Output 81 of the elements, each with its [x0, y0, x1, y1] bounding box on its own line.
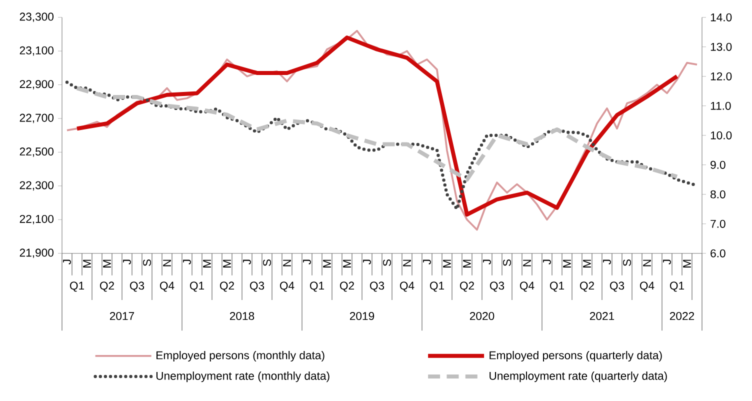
- x-tick-label: J: [603, 260, 611, 264]
- x-tick-label: J: [243, 260, 251, 264]
- y2-tick-label: 7.0: [710, 220, 726, 228]
- text: 2022: [670, 312, 694, 320]
- y-tick-label: 23,300: [20, 12, 54, 22]
- text: Q4: [400, 282, 414, 292]
- x-tick-label: M: [463, 260, 471, 268]
- legend-label: Unemployment rate (monthly data): [156, 372, 330, 382]
- y2-tick-label: 6.0: [710, 249, 726, 258]
- x-tick-label: J: [423, 260, 431, 264]
- x-tick-label: J: [63, 260, 71, 264]
- text: Q2: [580, 282, 594, 292]
- y2-tick-label: 8.0: [710, 190, 726, 198]
- text: Q4: [640, 282, 654, 292]
- text: Q1: [670, 282, 684, 292]
- text: Q1: [190, 282, 204, 292]
- x-tick-label: M: [443, 260, 451, 268]
- text: 2020: [470, 312, 494, 320]
- y2-tick-label: 11.0: [710, 102, 731, 110]
- x-tick-label: J: [663, 260, 671, 264]
- y2-tick-label: 10.0: [710, 131, 732, 140]
- legend-label: Employed persons (quarterly data): [490, 350, 662, 362]
- y2-tick-label: 9.0: [710, 160, 726, 169]
- x-tick-label: M: [203, 260, 211, 268]
- text: 2018: [230, 312, 254, 320]
- text: 2021: [590, 312, 614, 320]
- y2-tick-label: 13.0: [710, 42, 732, 51]
- text: Q4: [160, 282, 174, 292]
- y-tick-label: 23,100: [20, 46, 54, 56]
- text: Q3: [370, 282, 384, 292]
- text: Q1: [310, 282, 324, 292]
- y-tick-label: 21,900: [20, 248, 54, 258]
- text: Q3: [250, 282, 264, 292]
- x-tick-label: J: [363, 260, 371, 264]
- x-tick-label: S: [263, 259, 272, 266]
- x-tick-label: N: [643, 260, 651, 266]
- text: Q4: [280, 282, 294, 292]
- x-tick-label: M: [83, 260, 91, 268]
- y-tick-label: 22,700: [20, 114, 54, 124]
- x-tick-label: J: [123, 260, 131, 264]
- text: Q2: [340, 282, 354, 292]
- text: Q3: [610, 282, 624, 292]
- x-tick-label: J: [303, 260, 311, 264]
- text: Q2: [100, 282, 114, 292]
- text: Q2: [220, 282, 234, 292]
- text: Q4: [520, 282, 534, 292]
- x-tick-label: M: [563, 260, 571, 268]
- y-tick-label: 22,100: [20, 214, 54, 224]
- legend-label: Unemployment rate (quarterly data): [490, 372, 667, 382]
- text: Q3: [130, 282, 144, 292]
- x-tick-label: J: [543, 260, 551, 264]
- x-tick-label: S: [143, 259, 152, 266]
- text: Q3: [490, 282, 504, 292]
- line-series: [75, 86, 680, 182]
- x-tick-label: M: [683, 260, 691, 268]
- y2-tick-label: 12.0: [710, 72, 732, 80]
- x-tick-label: M: [343, 260, 351, 268]
- x-tick-label: S: [623, 259, 632, 266]
- x-tick-label: M: [323, 260, 331, 268]
- y2-tick-label: 14.0: [710, 13, 732, 22]
- text: Q1: [550, 282, 564, 292]
- text: Q2: [460, 282, 474, 292]
- x-tick-label: J: [483, 260, 491, 264]
- x-tick-label: N: [403, 260, 411, 266]
- y-tick-label: 22,500: [20, 148, 54, 157]
- x-tick-label: M: [103, 260, 111, 268]
- x-tick-label: M: [583, 260, 591, 268]
- y-tick-label: 22,300: [20, 181, 54, 191]
- x-tick-label: N: [523, 260, 531, 266]
- x-tick-label: J: [183, 260, 191, 264]
- text: Q1: [430, 282, 444, 292]
- x-tick-label: S: [383, 259, 392, 266]
- legend-label: Employed persons (monthly data): [156, 350, 324, 362]
- x-tick-label: N: [283, 260, 291, 266]
- x-tick-label: N: [163, 260, 171, 266]
- text: 2019: [350, 312, 374, 320]
- text: Q1: [70, 282, 84, 292]
- text: 2017: [110, 312, 134, 320]
- x-tick-label: S: [503, 259, 512, 266]
- x-tick-label: M: [223, 260, 231, 268]
- y-tick-label: 22,900: [20, 80, 54, 90]
